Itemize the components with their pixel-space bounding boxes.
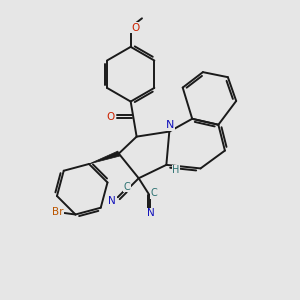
Text: O: O (106, 112, 114, 122)
Text: C: C (124, 182, 130, 191)
Text: O: O (131, 23, 139, 33)
Text: H: H (172, 165, 179, 175)
Text: N: N (108, 196, 116, 206)
Text: C: C (151, 188, 157, 198)
Text: N: N (166, 120, 174, 130)
Text: N: N (147, 208, 154, 218)
Text: Br: Br (52, 207, 63, 218)
Polygon shape (89, 151, 120, 164)
